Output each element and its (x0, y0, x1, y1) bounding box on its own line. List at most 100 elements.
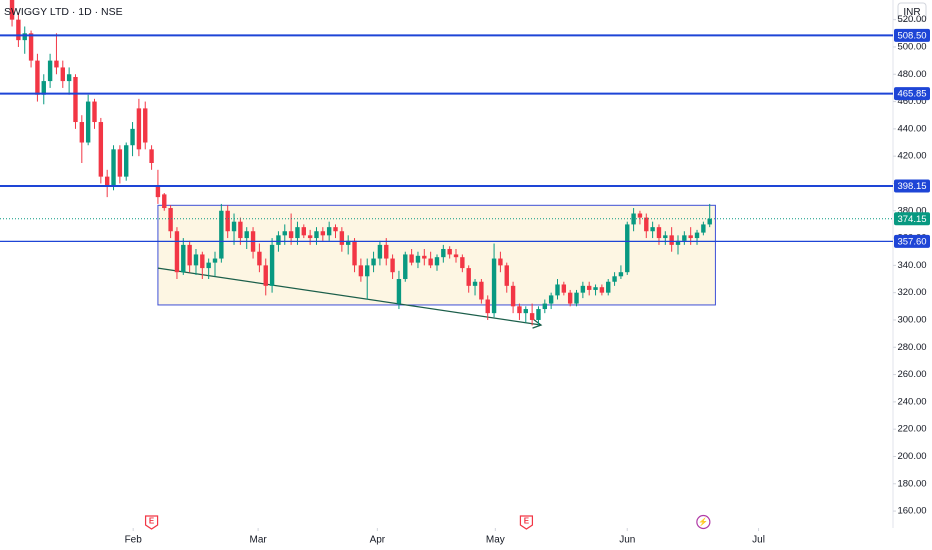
x-tick-label: Jul (752, 535, 765, 546)
candle-body (377, 244, 383, 259)
candle-body (675, 240, 681, 245)
candle-body (73, 76, 78, 123)
candle-body (650, 227, 655, 232)
candle-body (688, 235, 693, 239)
candle-body (428, 258, 433, 266)
candle-body (155, 186, 161, 198)
candle-body (181, 244, 186, 273)
candle-body (447, 248, 452, 255)
candle-body (143, 108, 148, 143)
candle-body (529, 313, 535, 320)
candle-body (288, 231, 294, 239)
currency-label: INR (903, 7, 920, 18)
candle-body (193, 254, 199, 266)
event-label: ⚡ (698, 517, 708, 527)
x-tick-label: Feb (125, 535, 143, 546)
candle-body (491, 258, 497, 314)
candle-body (200, 254, 205, 269)
candle-body (257, 251, 262, 266)
candle-body (263, 265, 268, 286)
candle-body (441, 248, 446, 258)
candle-body (92, 101, 97, 123)
candle-body (60, 67, 65, 82)
candle-body (98, 122, 104, 177)
level-price-box (894, 87, 930, 101)
candle-body (498, 258, 503, 266)
event-icon (144, 515, 159, 530)
y-tick-label: 420.00 (897, 151, 926, 162)
last-price-box (894, 212, 930, 226)
candle-body (28, 33, 34, 61)
level-price-box (894, 28, 930, 42)
candle-body (352, 240, 357, 266)
candle-body (54, 60, 59, 68)
candle-body (656, 227, 662, 239)
x-tick-label: May (486, 535, 505, 546)
candle-body (548, 295, 554, 304)
price-axis-bg (893, 0, 932, 550)
level-price-box (894, 234, 930, 248)
currency-box[interactable] (897, 2, 927, 22)
y-tick-label: 440.00 (897, 123, 926, 134)
candle-body (542, 303, 548, 310)
candle-body (238, 221, 243, 239)
candle-body (168, 208, 173, 232)
candle-body (269, 244, 275, 286)
candle-body (599, 287, 605, 293)
y-tick-label: 180.00 (897, 478, 926, 489)
candle-body (574, 292, 579, 304)
candle-body (669, 235, 674, 245)
candle-body (593, 287, 598, 290)
candle-body (504, 265, 509, 286)
candle-body (561, 284, 567, 293)
candle-body (307, 235, 313, 239)
trend-arrow (532, 319, 543, 329)
candle-body (466, 268, 471, 286)
candle-body (282, 231, 287, 236)
candle-body (295, 227, 300, 239)
candle-body (472, 281, 478, 286)
candle-body (644, 217, 649, 232)
candle-body (117, 149, 123, 177)
candle-body (345, 240, 351, 245)
candle-body (682, 235, 687, 241)
candle-body (606, 281, 611, 293)
y-tick-label: 280.00 (897, 342, 926, 353)
y-tick-label: 320.00 (897, 287, 926, 298)
level-price-label: 508.50 (897, 30, 926, 41)
candle-body (35, 60, 40, 95)
candle-body (453, 254, 459, 258)
candle-body (625, 224, 630, 273)
candle-body (276, 235, 281, 245)
x-tick-label: Mar (250, 535, 268, 546)
y-tick-label: 340.00 (897, 260, 926, 271)
candle-body (567, 292, 573, 304)
y-tick-label: 300.00 (897, 314, 926, 325)
candle-body (365, 265, 370, 277)
y-tick-label: 240.00 (897, 396, 926, 407)
candle-body (130, 128, 135, 146)
candle-body (225, 210, 230, 232)
y-tick-label: 160.00 (897, 506, 926, 517)
y-tick-label: 480.00 (897, 69, 926, 80)
candle-body (390, 258, 395, 273)
candle-body (485, 299, 490, 314)
y-tick-label: 260.00 (897, 369, 926, 380)
candle-body (479, 281, 484, 300)
candle-body (333, 227, 338, 232)
candle-body (701, 224, 706, 233)
trendline (157, 267, 542, 326)
candle-body (580, 285, 586, 293)
y-tick-label: 500.00 (897, 41, 926, 52)
candle-body (162, 194, 167, 209)
candle-body (694, 232, 700, 239)
level-price-label: 465.85 (897, 89, 926, 100)
level-price-box (894, 179, 930, 193)
event-icon (519, 515, 534, 530)
last-price-label: 374.15 (897, 214, 926, 225)
candle-body (16, 19, 21, 41)
candle-body (339, 231, 345, 245)
y-tick-label: 200.00 (897, 451, 926, 462)
